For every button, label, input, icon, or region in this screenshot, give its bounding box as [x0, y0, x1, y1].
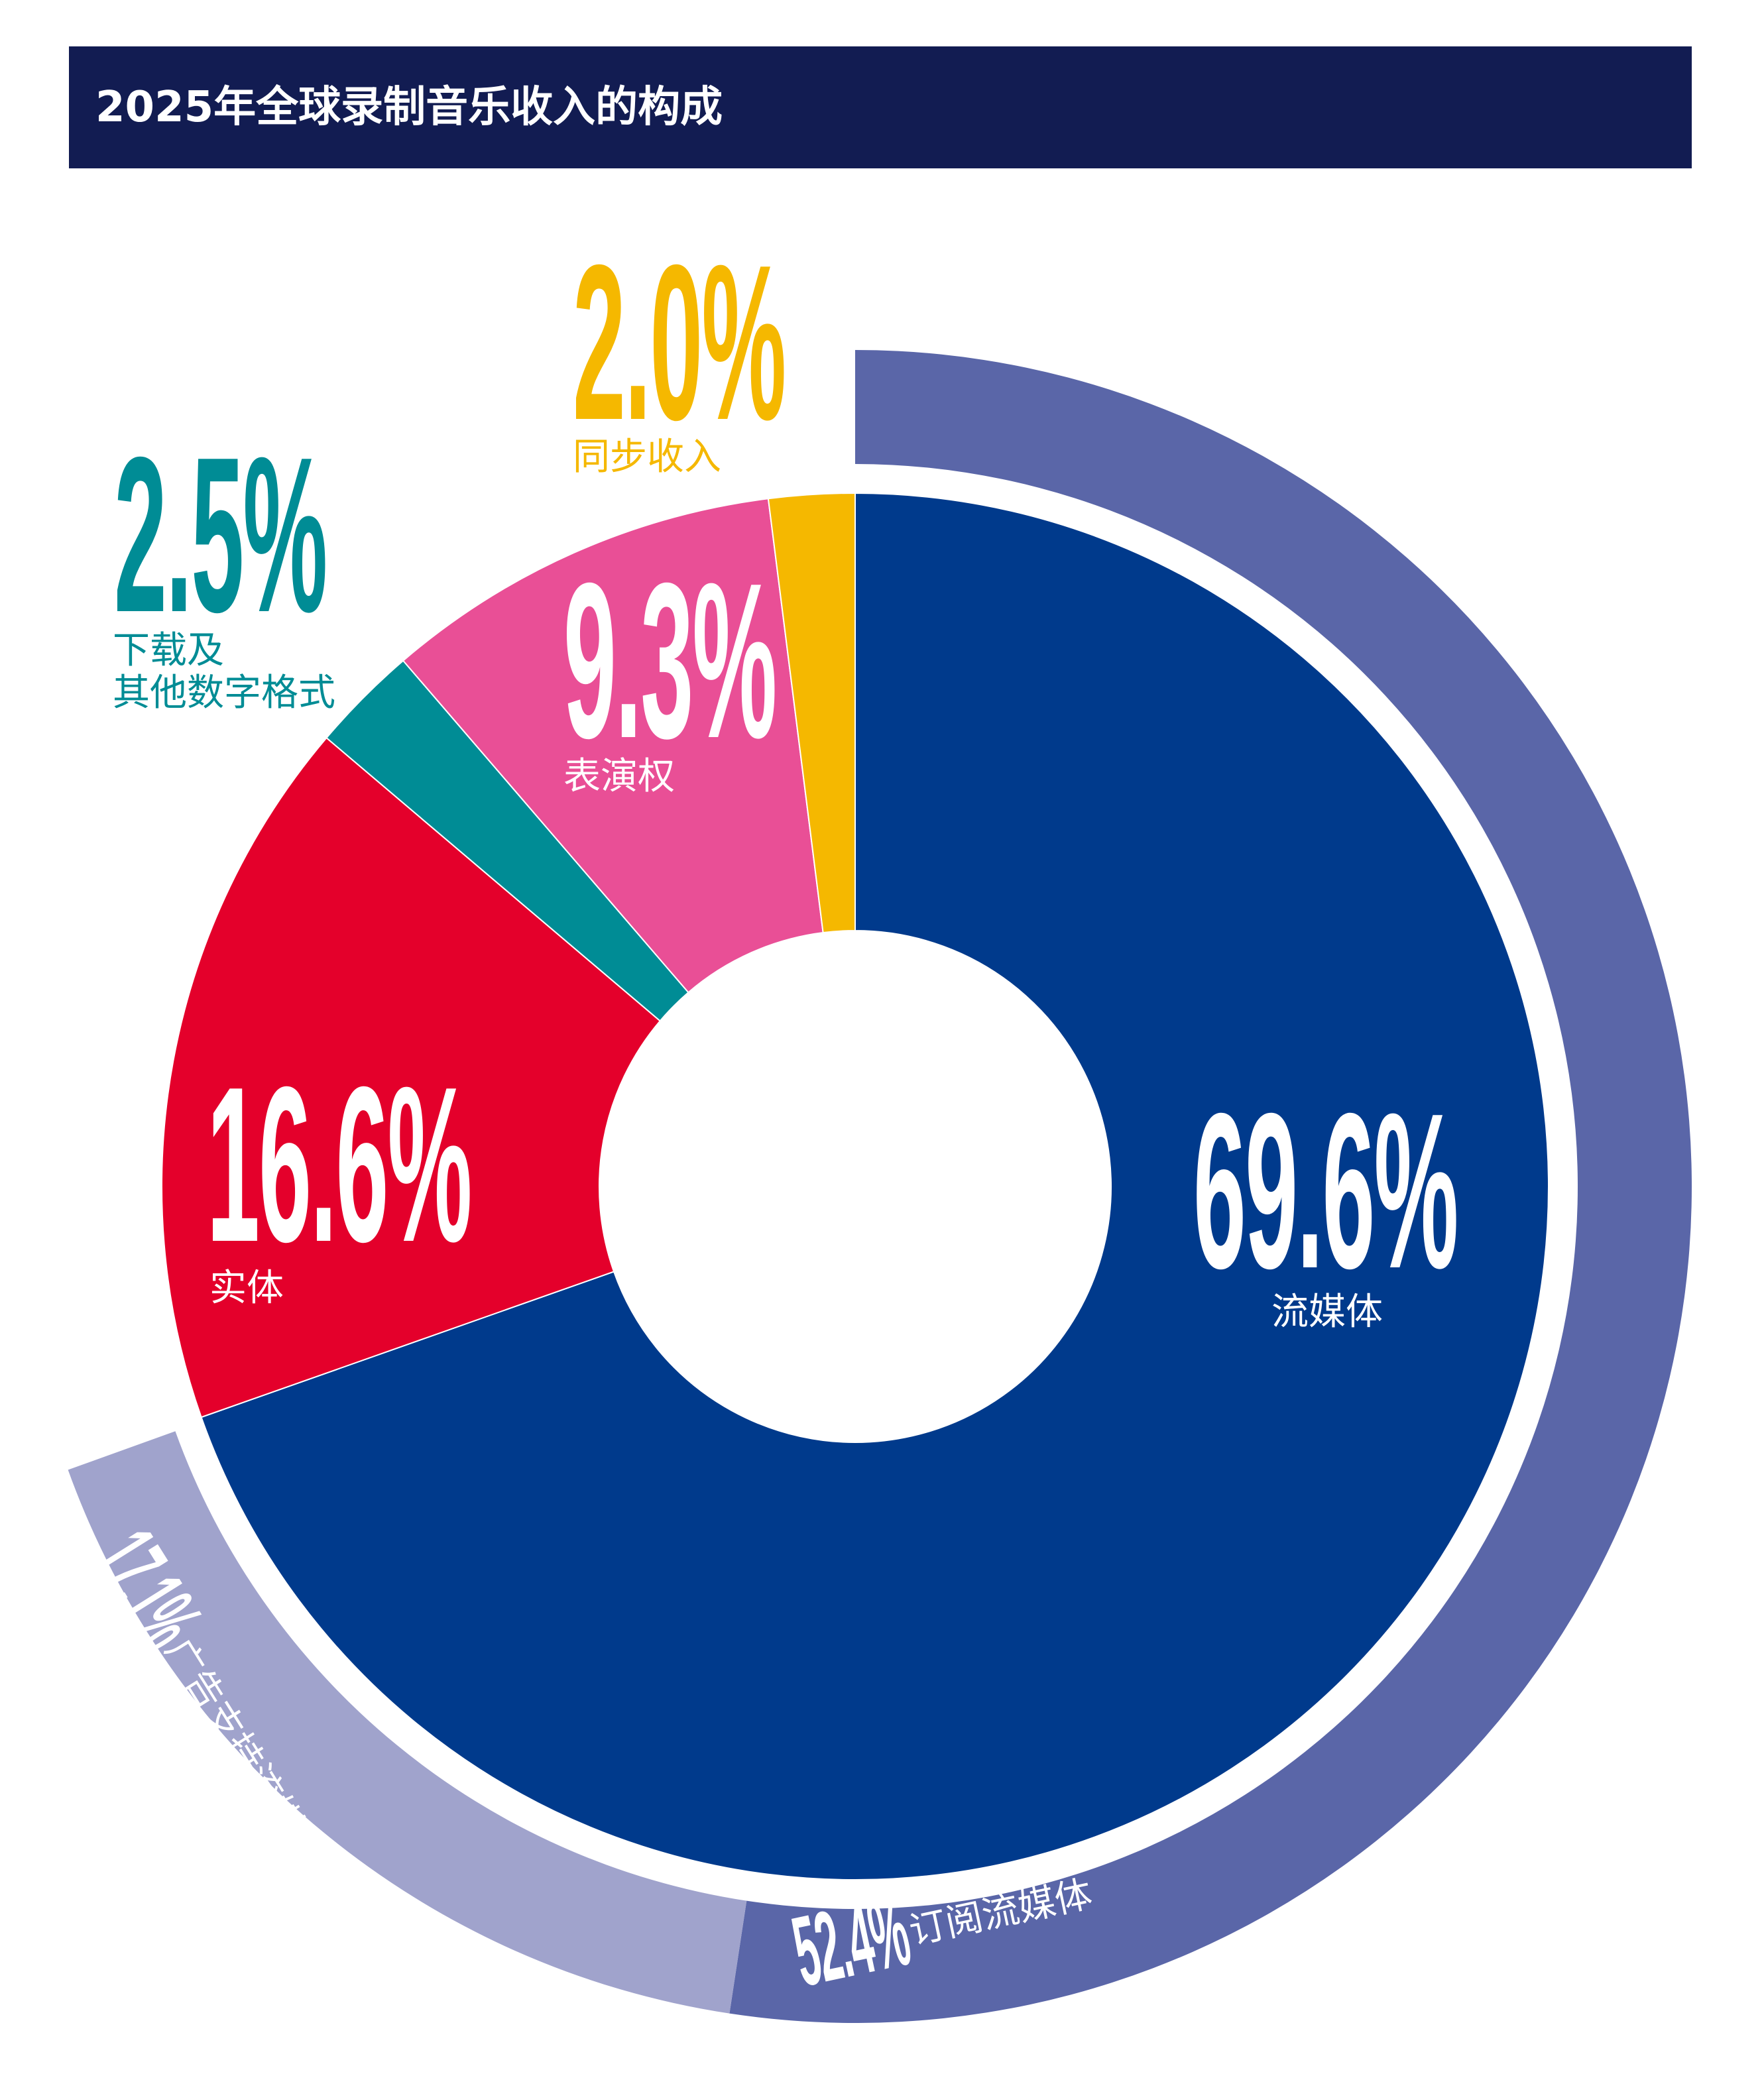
outer-ring-slice: [729, 350, 1692, 2023]
outer-ring-slice: [68, 1431, 747, 2014]
ring-category-label: 订阅流媒体: [905, 1872, 1096, 1953]
value-label: 16.6%: [207, 1041, 472, 1288]
donut-slice: [767, 492, 856, 934]
category-label: 下载及 其他数字格式: [113, 629, 335, 715]
value-label: 2.5%: [114, 411, 327, 658]
ring-value-label: 52.4%: [784, 1874, 917, 2008]
value-label: 2.0%: [573, 219, 786, 466]
category-label: 表演权: [563, 755, 675, 798]
category-label: 实体: [209, 1267, 284, 1310]
donut-slice: [161, 736, 662, 1418]
value-label: 69.6%: [1193, 1067, 1458, 1314]
donut-slice: [402, 498, 824, 994]
category-label: 流媒体: [1271, 1291, 1383, 1334]
title-bar: 2025年全球录制音乐收入的构成: [69, 46, 1692, 168]
category-label: 同步收入: [573, 435, 721, 479]
donut-slice: [200, 492, 1549, 1880]
chart-title: 2025年全球录制音乐收入的构成: [95, 83, 723, 132]
value-label: 9.3%: [563, 537, 777, 784]
